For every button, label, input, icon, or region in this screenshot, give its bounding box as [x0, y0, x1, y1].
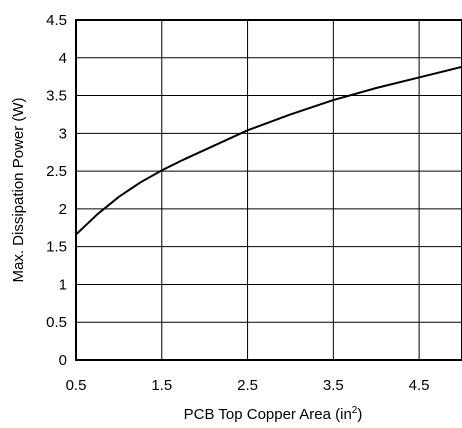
x-tick-label: 4.5: [409, 377, 430, 394]
x-axis-title: PCB Top Copper Area (in2): [184, 405, 363, 423]
y-tick-label: 2.5: [46, 163, 67, 180]
x-tick-label: 1.5: [151, 377, 172, 394]
series-line: [75, 65, 462, 236]
y-tick-label: 2: [59, 201, 67, 218]
x-axis-title-superscript: 2: [352, 405, 358, 416]
y-tick-label: 0.5: [46, 314, 67, 331]
series-layer: [75, 65, 462, 236]
y-tick-label: 4.5: [46, 12, 67, 29]
x-axis-ticks: 0.5 1.5 2.5 3.5 4.5: [66, 377, 430, 394]
x-tick-label: 3.5: [323, 377, 344, 394]
y-tick-label: 1.5: [46, 239, 67, 256]
x-tick-label: 2.5: [237, 377, 258, 394]
y-tick-label: 3.5: [46, 88, 67, 105]
x-axis-title-suffix: ): [357, 406, 362, 423]
grid: [76, 20, 462, 360]
y-axis-title: Max. Dissipation Power (W): [10, 97, 27, 282]
y-tick-label: 0: [59, 352, 67, 369]
y-tick-label: 4: [59, 50, 67, 67]
y-tick-label: 1: [59, 276, 67, 293]
y-axis-ticks: 0 0.5 1 1.5 2 2.5 3 3.5 4 4.5: [46, 12, 67, 369]
x-tick-label: 0.5: [66, 377, 87, 394]
plot-area-frame: [75, 19, 462, 361]
y-tick-label: 3: [59, 125, 67, 142]
